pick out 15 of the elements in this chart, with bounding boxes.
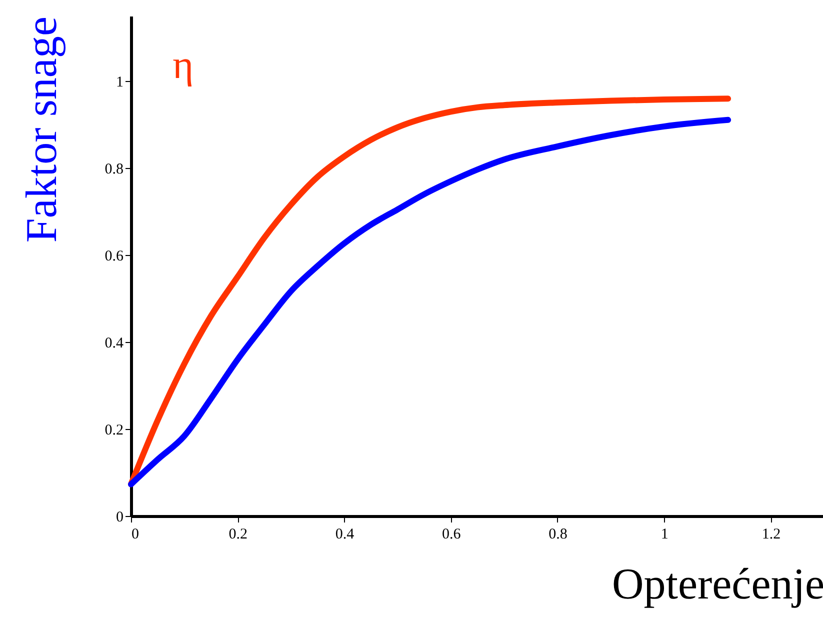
x-tick-label: 0.2 <box>228 526 248 542</box>
y-tick-label: 1 <box>116 74 124 91</box>
x-tick-label: 1 <box>660 526 668 542</box>
text: η <box>172 42 194 87</box>
x-tick-label: 0.4 <box>335 526 355 542</box>
x-tick-label: 0 <box>132 526 139 542</box>
y-tick-label: 0.2 <box>104 422 124 439</box>
x-tick-label: 0.6 <box>442 526 462 542</box>
y-tick-label: 0.4 <box>104 336 124 352</box>
x-tick-label: 0.8 <box>548 526 568 542</box>
x-tick-label: 1.2 <box>762 526 781 542</box>
y-tick-label: 0 <box>116 510 124 526</box>
y-axis-title: Faktor snage <box>16 16 66 243</box>
y-tick-label: 0.8 <box>104 162 124 178</box>
y-tick-label: 0.6 <box>104 248 124 265</box>
